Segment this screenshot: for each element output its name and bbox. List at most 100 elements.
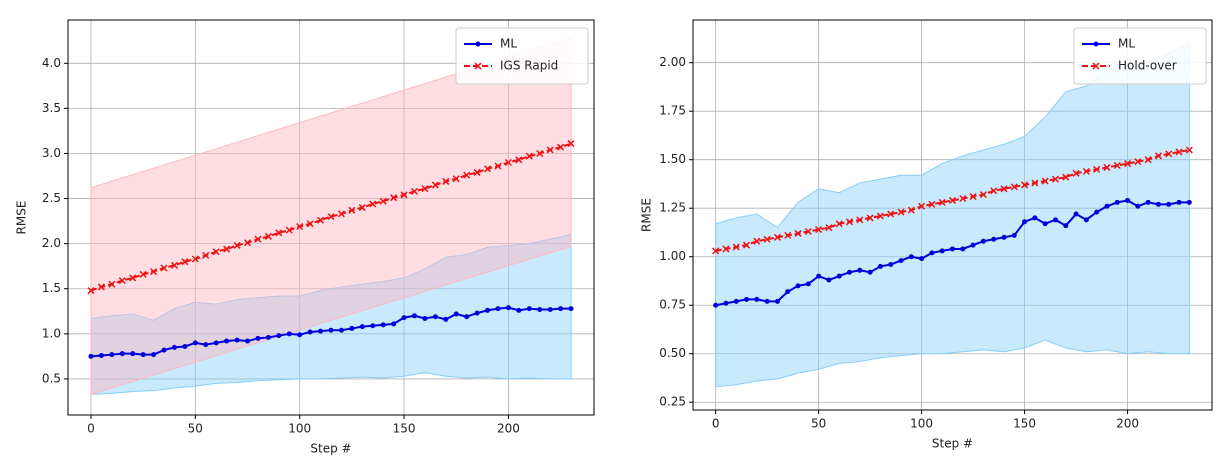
marker <box>991 236 997 242</box>
marker <box>245 338 251 344</box>
marker <box>1052 217 1058 223</box>
marker <box>898 258 904 264</box>
marker <box>139 270 147 278</box>
x-tick-label: 0 <box>712 417 720 431</box>
marker <box>723 300 729 306</box>
marker <box>1144 156 1152 164</box>
marker <box>773 233 781 241</box>
marker <box>327 213 335 221</box>
y-axis-label: RMSE <box>640 198 654 232</box>
marker <box>1103 163 1111 171</box>
marker <box>181 258 189 266</box>
marker <box>1042 221 1048 227</box>
marker <box>233 241 241 249</box>
x-tick-label: 100 <box>910 417 933 431</box>
y-tick-label: 4.0 <box>42 56 61 70</box>
marker <box>474 310 480 316</box>
marker <box>464 314 470 320</box>
y-tick-label: 1.50 <box>659 152 686 166</box>
marker <box>1114 199 1120 205</box>
marker <box>170 261 178 269</box>
marker <box>1073 211 1079 217</box>
marker <box>970 242 976 248</box>
marker <box>1125 197 1131 203</box>
marker <box>754 296 760 302</box>
marker <box>713 302 719 308</box>
marker <box>504 158 512 167</box>
legend-box <box>1073 27 1207 85</box>
marker <box>525 152 533 160</box>
marker <box>452 175 460 183</box>
marker <box>938 198 946 206</box>
legend-marker <box>1093 41 1099 47</box>
marker <box>547 306 553 312</box>
marker <box>1083 217 1089 223</box>
marker <box>867 269 873 275</box>
y-tick-label: 2.00 <box>659 55 686 69</box>
marker <box>213 340 219 346</box>
marker <box>1093 165 1101 173</box>
marker <box>918 202 926 210</box>
marker <box>733 298 739 304</box>
marker <box>774 298 780 304</box>
marker <box>537 306 543 312</box>
marker <box>140 352 146 358</box>
confidence-band <box>90 234 572 395</box>
marker <box>897 208 905 216</box>
marker <box>1175 148 1183 156</box>
marker <box>286 331 292 337</box>
marker <box>119 351 125 357</box>
marker <box>203 342 209 348</box>
marker <box>410 187 419 195</box>
marker <box>866 214 874 222</box>
marker <box>473 168 481 176</box>
marker <box>151 352 157 358</box>
marker <box>234 337 240 343</box>
marker <box>1094 209 1100 215</box>
y-tick-label: 1.5 <box>42 281 61 295</box>
marker <box>223 245 231 253</box>
legend-label: ML <box>500 37 517 51</box>
marker <box>567 140 575 148</box>
marker <box>150 268 158 276</box>
marker <box>328 327 334 333</box>
y-axis-label: RMSE <box>15 201 29 235</box>
marker <box>1154 152 1162 160</box>
marker <box>1021 181 1029 189</box>
marker <box>98 352 104 358</box>
marker <box>744 296 750 302</box>
marker <box>557 143 565 151</box>
marker <box>1041 177 1049 185</box>
marker <box>264 232 272 240</box>
marker <box>979 191 987 199</box>
marker <box>1135 203 1141 209</box>
marker <box>712 247 720 255</box>
marker <box>1000 185 1008 193</box>
marker <box>763 235 771 243</box>
marker <box>401 315 407 321</box>
marker <box>88 353 94 359</box>
marker <box>275 229 283 237</box>
y-tick-label: 0.25 <box>659 395 686 409</box>
marker <box>212 248 220 256</box>
y-tick-label: 2.5 <box>42 191 61 205</box>
marker <box>888 261 894 267</box>
y-tick-label: 1.0 <box>42 326 61 340</box>
marker <box>908 254 914 260</box>
marker <box>516 307 522 313</box>
marker <box>306 220 314 228</box>
marker <box>337 210 345 218</box>
marker <box>1165 150 1173 158</box>
marker <box>379 197 387 205</box>
marker <box>1166 201 1172 207</box>
marker <box>969 193 977 201</box>
marker <box>815 226 823 234</box>
marker <box>907 206 915 214</box>
legend-label: ML <box>1118 37 1135 51</box>
marker <box>87 287 95 295</box>
marker <box>400 191 408 199</box>
marker <box>390 194 398 202</box>
marker <box>443 316 449 322</box>
marker <box>285 226 293 234</box>
marker <box>484 165 492 173</box>
